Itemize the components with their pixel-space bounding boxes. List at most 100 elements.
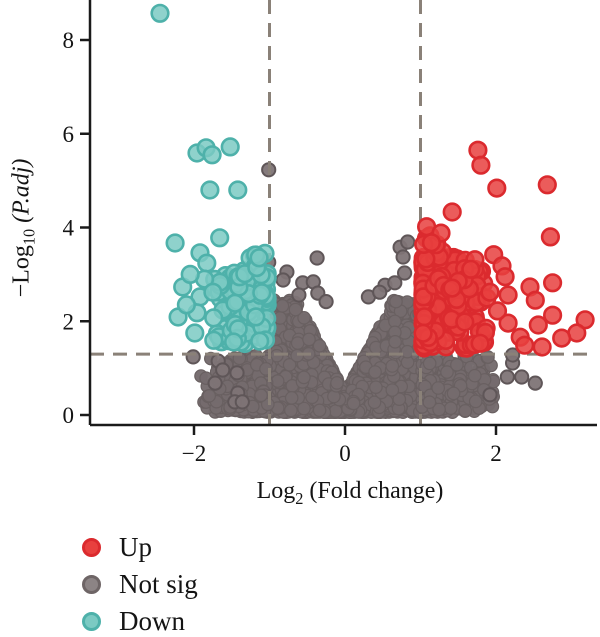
data-point-not-sig xyxy=(291,287,307,303)
data-point-not-sig xyxy=(458,403,473,418)
data-point-not-sig xyxy=(446,386,461,401)
data-point-not-sig xyxy=(514,369,530,385)
data-point-down xyxy=(249,248,269,268)
data-point-up xyxy=(498,285,518,305)
data-point-not-sig xyxy=(372,284,388,300)
data-point-not-sig xyxy=(450,357,464,372)
legend-label-not-sig: Not sig xyxy=(119,569,198,599)
data-point-down xyxy=(220,137,240,157)
data-point-not-sig xyxy=(422,395,437,409)
data-point-not-sig xyxy=(328,404,343,418)
data-point-not-sig xyxy=(275,299,290,313)
data-point-not-sig xyxy=(385,383,400,397)
data-point-not-sig xyxy=(288,302,303,317)
data-point-not-sig xyxy=(284,391,299,405)
y-axis-title-main: −Log xyxy=(8,245,35,298)
data-point-up xyxy=(413,323,433,343)
data-point-not-sig xyxy=(270,374,285,388)
data-point-down xyxy=(202,145,222,165)
data-point-not-sig xyxy=(400,234,416,250)
y-axis-title-subscript: 10 xyxy=(19,228,39,246)
data-point-down xyxy=(246,307,266,327)
down-points-layer xyxy=(150,3,277,354)
y-axis-title: −Log10 (P.adj) xyxy=(9,159,40,298)
data-point-not-sig xyxy=(207,375,223,391)
data-point-not-sig xyxy=(385,359,400,373)
data-point-up xyxy=(455,312,475,332)
data-point-not-sig xyxy=(302,332,316,347)
data-point-not-sig xyxy=(215,362,231,378)
data-point-not-sig xyxy=(527,375,543,391)
data-point-up xyxy=(495,267,515,287)
data-point-up xyxy=(468,140,488,160)
data-point-not-sig xyxy=(395,249,411,265)
data-point-not-sig xyxy=(482,387,498,403)
data-point-not-sig xyxy=(422,356,437,371)
data-point-up xyxy=(442,278,462,298)
data-point-not-sig xyxy=(229,365,245,381)
data-point-down xyxy=(252,283,272,303)
data-point-down xyxy=(210,228,230,248)
data-point-up xyxy=(532,337,552,357)
data-point-not-sig xyxy=(309,250,325,266)
data-point-up xyxy=(525,290,545,310)
data-point-down xyxy=(203,282,223,302)
data-point-up xyxy=(480,282,500,302)
x-tick-label: 0 xyxy=(339,441,351,466)
data-point-up xyxy=(470,333,490,353)
data-point-up xyxy=(461,259,481,279)
data-point-not-sig xyxy=(431,381,445,395)
data-point-not-sig xyxy=(330,376,344,390)
up-points-layer xyxy=(413,140,595,358)
data-point-down xyxy=(150,3,170,23)
data-point-up xyxy=(442,202,462,222)
data-point-down xyxy=(197,253,217,273)
legend: Up Not sig Down xyxy=(82,529,198,637)
y-axis-title-italic: (P.adj) xyxy=(8,158,35,223)
data-point-not-sig xyxy=(297,370,311,385)
data-point-not-sig xyxy=(443,401,458,415)
data-point-not-sig xyxy=(388,334,402,349)
data-point-up xyxy=(421,233,442,253)
data-point-down xyxy=(225,293,245,313)
data-point-not-sig xyxy=(254,388,268,403)
y-tick-label: 2 xyxy=(63,309,75,334)
x-tick-label: −2 xyxy=(182,441,206,466)
not-sig-marker-icon xyxy=(82,575,101,594)
x-tick-label: 2 xyxy=(490,441,502,466)
legend-label-up: Up xyxy=(119,532,152,562)
legend-item-down: Down xyxy=(82,603,198,637)
data-point-not-sig xyxy=(290,336,305,350)
data-point-not-sig xyxy=(234,394,250,410)
data-point-not-sig xyxy=(499,369,515,385)
data-point-down xyxy=(176,295,196,315)
data-point-down xyxy=(180,264,200,285)
data-point-not-sig xyxy=(468,394,483,409)
data-point-not-sig xyxy=(312,403,327,418)
data-point-down xyxy=(165,233,185,253)
data-point-not-sig xyxy=(202,388,216,403)
y-tick-label: 0 xyxy=(63,403,75,428)
data-point-not-sig xyxy=(305,390,319,405)
data-point-up xyxy=(414,307,434,327)
data-point-up xyxy=(540,227,561,247)
data-point-up xyxy=(487,301,508,321)
x-axis-title-rest: (Fold change) xyxy=(303,478,444,504)
data-point-not-sig xyxy=(185,349,201,365)
data-point-up xyxy=(528,315,548,335)
x-axis-title: Log2 (Fold change) xyxy=(257,478,444,509)
data-point-not-sig xyxy=(400,344,415,359)
data-point-not-sig xyxy=(467,368,482,383)
data-point-down xyxy=(204,330,224,350)
down-marker-icon xyxy=(82,612,101,631)
data-point-up xyxy=(537,175,557,195)
data-point-not-sig xyxy=(284,403,298,418)
data-point-down xyxy=(200,180,220,200)
data-point-down xyxy=(228,180,248,200)
data-point-down xyxy=(204,308,224,328)
y-tick-label: 6 xyxy=(63,122,75,147)
data-point-not-sig xyxy=(318,294,334,310)
x-axis-title-subscript: 2 xyxy=(295,488,304,508)
